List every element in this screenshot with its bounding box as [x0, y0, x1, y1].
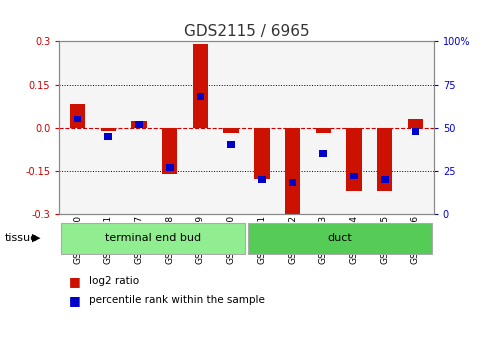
Bar: [162, 128, 177, 174]
Bar: [254, 128, 270, 179]
Text: ■: ■: [69, 294, 81, 307]
Bar: [227, 141, 235, 148]
Text: GDS2115 / 6965: GDS2115 / 6965: [184, 24, 309, 39]
Text: log2 ratio: log2 ratio: [89, 276, 139, 286]
Bar: [193, 44, 208, 128]
Bar: [131, 121, 147, 128]
Text: percentile rank within the sample: percentile rank within the sample: [89, 295, 265, 305]
Bar: [101, 128, 116, 131]
Bar: [105, 133, 112, 140]
Bar: [381, 176, 388, 183]
Text: tissue: tissue: [5, 233, 38, 243]
Bar: [408, 119, 423, 128]
Bar: [319, 150, 327, 157]
Text: terminal end bud: terminal end bud: [105, 233, 201, 243]
Bar: [223, 128, 239, 134]
Bar: [74, 116, 81, 122]
Bar: [197, 93, 204, 100]
Bar: [377, 128, 392, 191]
Text: duct: duct: [328, 233, 352, 243]
Bar: [316, 128, 331, 134]
Bar: [412, 128, 419, 135]
Bar: [166, 164, 174, 171]
Bar: [346, 128, 362, 191]
Bar: [258, 176, 266, 183]
Bar: [70, 104, 85, 128]
Bar: [289, 179, 296, 186]
FancyBboxPatch shape: [248, 223, 432, 254]
Bar: [135, 121, 143, 128]
Text: ▶: ▶: [32, 233, 40, 243]
FancyBboxPatch shape: [61, 223, 245, 254]
Bar: [350, 172, 358, 179]
Text: ■: ■: [69, 275, 81, 288]
Bar: [285, 128, 300, 214]
